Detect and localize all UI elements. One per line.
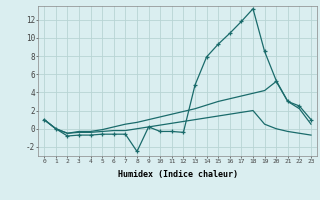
X-axis label: Humidex (Indice chaleur): Humidex (Indice chaleur) <box>118 170 238 179</box>
